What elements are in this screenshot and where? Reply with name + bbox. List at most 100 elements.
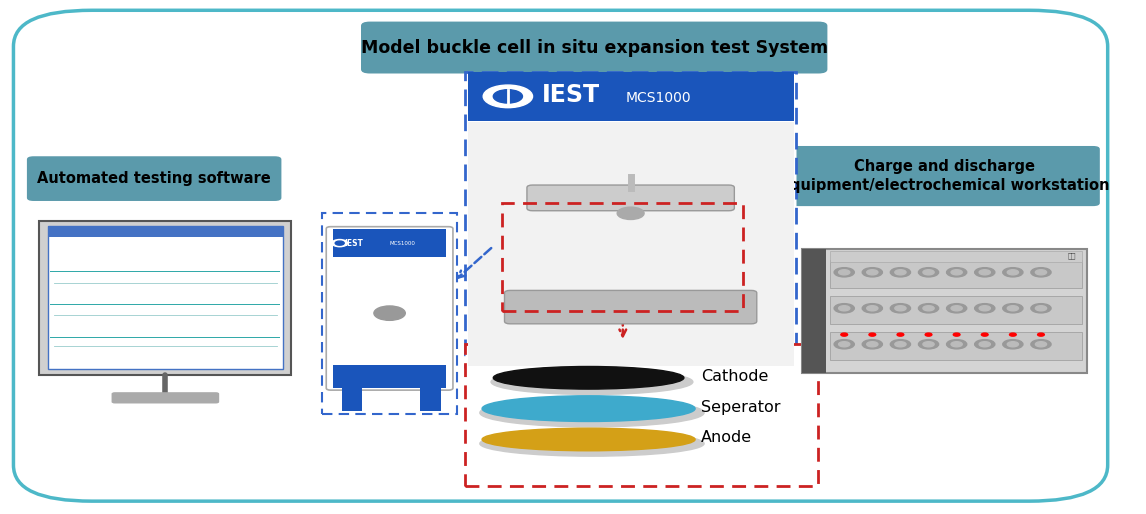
Bar — [342, 387, 362, 411]
Bar — [333, 365, 446, 388]
Bar — [801, 249, 826, 373]
Circle shape — [484, 85, 533, 108]
Ellipse shape — [480, 399, 704, 427]
Ellipse shape — [482, 428, 696, 451]
Circle shape — [923, 306, 934, 311]
Circle shape — [890, 304, 911, 313]
Circle shape — [1031, 340, 1051, 349]
Circle shape — [332, 240, 347, 247]
Circle shape — [1007, 306, 1019, 311]
Circle shape — [834, 304, 854, 313]
Text: IEST: IEST — [542, 83, 599, 107]
Circle shape — [925, 333, 932, 336]
Circle shape — [947, 268, 967, 277]
Circle shape — [918, 304, 939, 313]
Circle shape — [862, 268, 882, 277]
FancyBboxPatch shape — [465, 72, 796, 368]
Ellipse shape — [490, 369, 693, 395]
Circle shape — [1031, 304, 1051, 313]
Text: IEST: IEST — [344, 238, 363, 248]
Circle shape — [866, 342, 878, 347]
Circle shape — [947, 340, 967, 349]
Circle shape — [1007, 270, 1019, 275]
Circle shape — [923, 270, 934, 275]
Circle shape — [953, 333, 960, 336]
Circle shape — [979, 270, 990, 275]
Circle shape — [1035, 306, 1046, 311]
Circle shape — [834, 340, 854, 349]
Circle shape — [618, 207, 644, 219]
Bar — [830, 251, 1082, 262]
Circle shape — [974, 340, 995, 349]
Circle shape — [1003, 304, 1023, 313]
Circle shape — [1035, 270, 1046, 275]
Bar — [48, 226, 283, 237]
FancyBboxPatch shape — [465, 344, 818, 486]
Circle shape — [862, 304, 882, 313]
Circle shape — [1007, 342, 1019, 347]
Circle shape — [336, 241, 344, 245]
Circle shape — [951, 306, 963, 311]
Text: 设备: 设备 — [1068, 253, 1076, 259]
FancyBboxPatch shape — [790, 146, 1100, 206]
Bar — [830, 332, 1082, 360]
Circle shape — [1010, 333, 1017, 336]
Circle shape — [866, 306, 878, 311]
Circle shape — [974, 268, 995, 277]
Ellipse shape — [482, 396, 696, 421]
Circle shape — [979, 306, 990, 311]
Text: Model buckle cell in situ expansion test System: Model buckle cell in situ expansion test… — [361, 39, 827, 57]
Circle shape — [890, 268, 911, 277]
Circle shape — [895, 306, 906, 311]
Circle shape — [895, 342, 906, 347]
Circle shape — [897, 333, 904, 336]
Ellipse shape — [493, 366, 684, 389]
Bar — [50, 271, 281, 272]
FancyBboxPatch shape — [39, 221, 291, 375]
Circle shape — [1003, 268, 1023, 277]
FancyBboxPatch shape — [14, 10, 1108, 501]
Circle shape — [866, 270, 878, 275]
Text: MCS1000: MCS1000 — [626, 91, 691, 105]
Bar — [50, 337, 281, 338]
Circle shape — [951, 270, 963, 275]
Bar — [468, 122, 794, 366]
Circle shape — [493, 90, 523, 103]
Circle shape — [869, 333, 876, 336]
FancyBboxPatch shape — [504, 290, 756, 324]
Text: MCS1000: MCS1000 — [388, 241, 415, 246]
Circle shape — [918, 268, 939, 277]
FancyBboxPatch shape — [327, 227, 453, 390]
Bar — [50, 304, 281, 305]
Circle shape — [974, 304, 995, 313]
Circle shape — [1003, 340, 1023, 349]
Text: Seperator: Seperator — [700, 400, 780, 415]
FancyBboxPatch shape — [527, 185, 735, 211]
Text: Charge and discharge
equipment/electrochemical workstation: Charge and discharge equipment/electroch… — [779, 159, 1109, 193]
FancyBboxPatch shape — [26, 156, 282, 201]
Circle shape — [839, 342, 850, 347]
Text: Automated testing software: Automated testing software — [38, 171, 272, 186]
FancyBboxPatch shape — [801, 249, 1088, 373]
Circle shape — [1031, 268, 1051, 277]
Circle shape — [841, 333, 848, 336]
Bar — [48, 226, 283, 369]
Circle shape — [1035, 342, 1046, 347]
Circle shape — [890, 340, 911, 349]
Circle shape — [947, 304, 967, 313]
Bar — [333, 229, 446, 257]
Bar — [468, 72, 794, 121]
Circle shape — [981, 333, 988, 336]
Text: Anode: Anode — [700, 430, 752, 446]
Bar — [421, 387, 440, 411]
Text: Cathode: Cathode — [700, 369, 768, 384]
Circle shape — [895, 270, 906, 275]
Circle shape — [951, 342, 963, 347]
Circle shape — [923, 342, 934, 347]
Circle shape — [979, 342, 990, 347]
Circle shape — [834, 268, 854, 277]
Circle shape — [918, 340, 939, 349]
Ellipse shape — [480, 431, 704, 456]
Circle shape — [374, 306, 406, 320]
Circle shape — [839, 270, 850, 275]
